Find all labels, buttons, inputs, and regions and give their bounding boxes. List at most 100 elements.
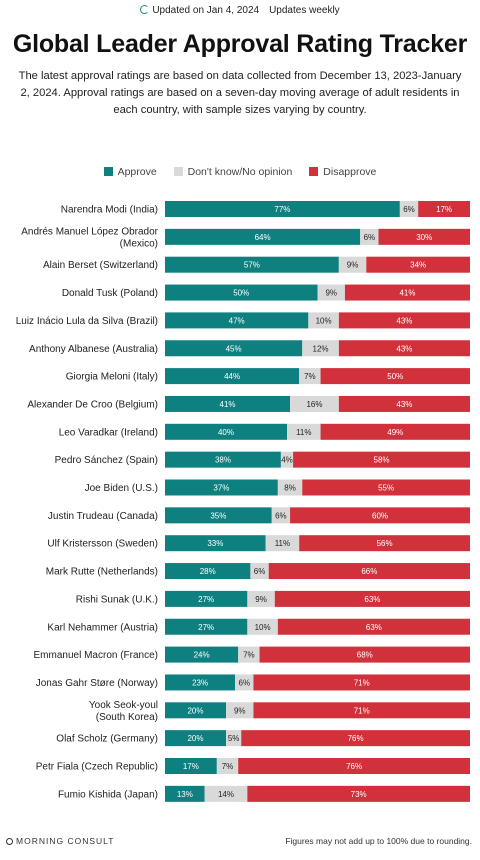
data-label-no-opinion: 12% [313,344,329,353]
category-label: Anthony Albanese (Australia) [29,344,158,355]
data-label-no-opinion: 10% [255,623,271,632]
category-label: Emmanuel Macron (France) [34,650,158,661]
data-label-no-opinion: 9% [255,595,267,604]
data-label-disapprove: 41% [399,289,415,298]
category-label: Justin Trudeau (Canada) [48,511,158,522]
data-label-no-opinion: 6% [364,233,376,242]
data-label-approve: 47% [229,316,245,325]
category-label: Luiz Inácio Lula da Silva (Brazil) [16,316,158,327]
category-label: Rishi Sunak (U.K.) [76,594,158,605]
bar-row: Olaf Scholz (Germany) 20% 5% 76% [56,730,470,746]
data-label-approve: 37% [213,484,229,493]
data-label-no-opinion: 6% [275,511,287,520]
category-label: Karl Nehammer (Austria) [47,622,158,633]
bar-row: Fumio Kishida (Japan) 13% 14% 73% [58,786,470,802]
data-label-no-opinion: 7% [222,762,234,771]
data-label-approve: 57% [244,261,260,270]
bar-row: Alexander De Croo (Belgium) 41% 16% 43% [27,396,470,412]
bar-row: Andrés Manuel López Obrador (Mexico) 64% 6%… [21,226,470,249]
bar-row: Yook Seok-youl (South Korea) 20% 9% 71% [89,700,470,723]
category-label: Olaf Scholz (Germany) [56,734,158,745]
bar-row: Anthony Albanese (Australia) 45% 12% 43% [29,340,470,356]
data-label-disapprove: 43% [396,344,412,353]
bar-row: Karl Nehammer (Austria) 27% 10% 63% [47,619,470,635]
data-label-disapprove: 71% [354,678,370,687]
data-label-disapprove: 58% [374,456,390,465]
data-label-no-opinion: 16% [306,400,322,409]
category-label: Joe Biden (U.S.) [85,483,158,494]
data-label-approve: 41% [220,400,236,409]
data-label-no-opinion: 14% [218,790,234,799]
category-label: Ulf Kristersson (Sweden) [47,539,158,550]
data-label-approve: 33% [207,539,223,548]
data-label-approve: 40% [218,428,234,437]
bar-row: Justin Trudeau (Canada) 35% 6% 60% [48,507,470,523]
data-label-approve: 38% [215,456,231,465]
data-label-disapprove: 63% [364,595,380,604]
data-label-no-opinion: 6% [254,567,266,576]
data-label-no-opinion: 5% [228,734,240,743]
data-label-approve: 20% [187,706,203,715]
bar-row: Donald Tusk (Poland) 50% 9% 41% [62,285,470,301]
data-label-no-opinion: 11% [296,428,311,437]
bar-row: Pedro Sánchez (Spain) 38% 4% 58% [55,452,470,468]
brand-mark-icon [6,838,13,845]
data-label-approve: 45% [226,344,242,353]
bar-row: Ulf Kristersson (Sweden) 33% 11% 56% [47,535,470,551]
data-label-disapprove: 43% [396,316,412,325]
data-label-no-opinion: 7% [304,372,316,381]
data-label-approve: 64% [255,233,271,242]
data-label-disapprove: 30% [416,233,432,242]
data-label-no-opinion: 10% [316,316,332,325]
data-label-no-opinion: 4% [281,456,293,465]
rounding-footnote: Figures may not add up to 100% due to ro… [285,836,472,846]
data-label-disapprove: 71% [354,706,370,715]
data-label-approve: 20% [187,734,203,743]
category-label: Jonas Gahr Støre (Norway) [36,678,158,689]
data-label-disapprove: 55% [378,484,394,493]
data-label-approve: 23% [192,678,208,687]
category-label: Petr Fiala (Czech Republic) [36,762,158,773]
data-label-approve: 44% [224,372,240,381]
data-label-approve: 35% [210,511,226,520]
data-label-no-opinion: 8% [284,484,296,493]
bar-row: Jonas Gahr Støre (Norway) 23% 6% 71% [36,674,470,690]
data-label-no-opinion: 9% [347,261,359,270]
category-label: Narendra Modi (India) [61,205,158,216]
data-label-disapprove: 68% [357,651,373,660]
bar-row: Emmanuel Macron (France) 24% 7% 68% [34,647,470,663]
data-label-no-opinion: 9% [325,289,337,298]
data-label-approve: 50% [233,289,249,298]
data-label-no-opinion: 6% [403,205,415,214]
data-label-approve: 13% [177,790,193,799]
data-label-disapprove: 56% [377,539,393,548]
category-label: Andrés Manuel López Obrador (Mexico) [21,226,158,249]
data-label-disapprove: 73% [351,790,367,799]
data-label-approve: 27% [198,623,214,632]
category-label: Donald Tusk (Poland) [62,288,158,299]
category-label: Giorgia Meloni (Italy) [66,372,158,383]
data-label-approve: 24% [194,651,210,660]
data-label-approve: 27% [198,595,214,604]
bar-row: Giorgia Meloni (Italy) 44% 7% 50% [66,368,470,384]
bar-row: Leo Varadkar (Ireland) 40% 11% 49% [59,424,470,440]
category-label: Leo Varadkar (Ireland) [59,427,158,438]
bar-row: Mark Rutte (Netherlands) 28% 6% 66% [46,563,470,579]
bar-row: Alain Berset (Switzerland) 57% 9% 34% [43,257,470,273]
data-label-no-opinion: 11% [275,539,290,548]
data-label-disapprove: 17% [436,205,452,214]
category-label: Fumio Kishida (Japan) [58,789,158,800]
category-label: Pedro Sánchez (Spain) [55,455,158,466]
data-label-disapprove: 49% [387,428,403,437]
category-label: Mark Rutte (Netherlands) [46,567,158,578]
bar-row: Narendra Modi (India) 77% 6% 17% [61,201,470,217]
category-label: Yook Seok-youl (South Korea) [89,700,158,723]
data-label-disapprove: 50% [387,372,403,381]
data-label-approve: 77% [274,205,290,214]
bar-row: Luiz Inácio Lula da Silva (Brazil) 47% 10%… [16,312,470,328]
bar-row: Joe Biden (U.S.) 37% 8% 55% [85,480,470,496]
category-label: Alexander De Croo (Belgium) [27,399,158,410]
data-label-approve: 28% [200,567,216,576]
data-label-no-opinion: 9% [234,706,246,715]
